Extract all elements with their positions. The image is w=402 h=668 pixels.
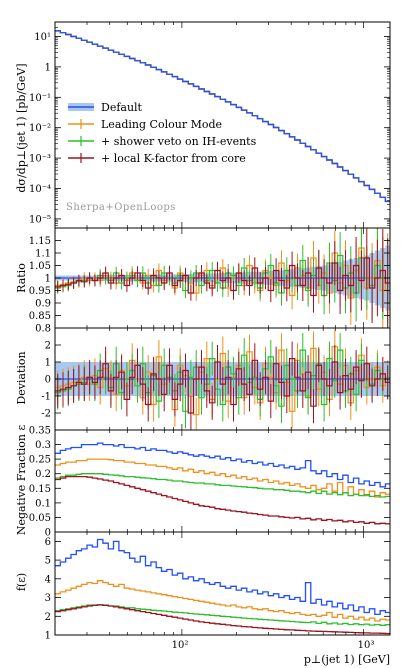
ytick-label-feps-0: 6 bbox=[45, 537, 51, 548]
ytick-label-feps-1: 5 bbox=[45, 556, 51, 567]
legend-label-default: Default bbox=[101, 101, 143, 114]
watermark: Sherpa+OpenLoops bbox=[66, 202, 176, 213]
panel-feps: 6 5 4 3 2 1 bbox=[45, 531, 391, 642]
ytick-label-feps-5: 1 bbox=[45, 631, 51, 642]
panels: 10¹110⁻¹10⁻²10⁻³10⁻⁴10⁻⁵1.151.11.0510.95… bbox=[29, 21, 391, 642]
legend: Default Leading Colour Mode + shower vet… bbox=[68, 101, 257, 165]
series-kfac-main bbox=[55, 30, 390, 203]
frame-negfrac bbox=[54, 429, 391, 533]
series-2-feps bbox=[55, 604, 390, 626]
ytick-label-deviation-3: -1 bbox=[41, 392, 51, 403]
ytick-label-negfrac-2: 0.25 bbox=[29, 455, 51, 466]
x-tick-label-1000: 10³ bbox=[358, 640, 375, 651]
ytick-label-deviation-2: 0 bbox=[45, 375, 51, 386]
legend-label-lc: Leading Colour Mode bbox=[101, 118, 222, 131]
ytick-label-negfrac-5: 0.1 bbox=[35, 498, 51, 509]
series-2-negfrac bbox=[55, 473, 390, 498]
ytick-label-deviation-4: -2 bbox=[41, 409, 51, 420]
ytick-label-ratio-0: 1.15 bbox=[29, 236, 51, 247]
deviation-ylabel: Deviation bbox=[15, 351, 28, 404]
series-2-deviation bbox=[55, 349, 390, 412]
series-0-feps bbox=[55, 538, 390, 616]
main-ylabel: dσ/dp⊥(jet 1) [pb/GeV] bbox=[15, 63, 28, 192]
ytick-label-main-5: 10⁻⁴ bbox=[29, 184, 51, 195]
ratio-ylabel: Ratio bbox=[15, 263, 28, 293]
ytick-label-negfrac-1: 0.3 bbox=[35, 440, 51, 451]
ytick-label-feps-4: 2 bbox=[45, 612, 51, 623]
x-tick-label-100: 10² bbox=[172, 640, 189, 651]
ytick-label-feps-2: 4 bbox=[45, 574, 51, 585]
plot-area-ratio bbox=[55, 228, 390, 328]
feps-ylabel: f(ε) bbox=[15, 573, 28, 591]
plot-area-negfrac bbox=[55, 442, 390, 525]
ytick-label-ratio-2: 1.05 bbox=[29, 261, 51, 272]
ytick-label-ratio-3: 1 bbox=[45, 274, 51, 285]
frame-feps bbox=[54, 531, 391, 636]
x-axis-label: p⊥(jet 1) [GeV] bbox=[304, 653, 390, 666]
panel-negfrac: 0.35 0.3 0.25 0.2 0.15 0.1 0.05 0 bbox=[29, 426, 391, 539]
ytick-label-main-4: 10⁻³ bbox=[29, 154, 51, 165]
ytick-label-main-3: 10⁻² bbox=[29, 123, 51, 134]
series-default-main bbox=[55, 30, 390, 202]
ytick-label-negfrac-0: 0.35 bbox=[29, 426, 51, 437]
series-3-ratio bbox=[55, 257, 390, 297]
series-3-negfrac bbox=[55, 475, 390, 525]
ytick-label-ratio-6: 0.85 bbox=[29, 311, 51, 322]
ytick-label-negfrac-3: 0.2 bbox=[35, 469, 51, 480]
series-veto-main bbox=[55, 30, 390, 202]
negfrac-ylabel: Negative Fraction ε bbox=[15, 425, 28, 536]
panel-deviation: 2 1 0 -1 -2 bbox=[41, 327, 391, 431]
ytick-label-ratio-1: 1.1 bbox=[35, 249, 51, 260]
series-1-negfrac bbox=[55, 458, 390, 498]
ytick-label-negfrac-7: 0 bbox=[45, 528, 51, 539]
ytick-label-negfrac-6: 0.05 bbox=[29, 513, 51, 524]
series-3-deviation bbox=[55, 358, 390, 414]
legend-label-veto: + shower veto on IH-events bbox=[101, 135, 257, 148]
series-1-feps bbox=[55, 580, 390, 622]
ytick-label-main-1: 1 bbox=[45, 62, 51, 73]
panel-ratio: 1.15 1.11.05 10.95 0.90.85 0.8 bbox=[29, 227, 391, 335]
ytick-label-ratio-4: 0.95 bbox=[29, 286, 51, 297]
ytick-label-deviation-1: 1 bbox=[45, 358, 51, 369]
ytick-label-main-0: 10¹ bbox=[34, 32, 51, 43]
series-3-feps bbox=[55, 604, 390, 635]
plot-area-main bbox=[55, 30, 390, 203]
plot-area-deviation bbox=[55, 329, 390, 430]
series-1-ratio bbox=[55, 247, 390, 299]
series-1-deviation bbox=[55, 346, 390, 416]
legend-label-kfac: + local K-factor from core bbox=[101, 152, 246, 165]
ytick-label-ratio-7: 0.8 bbox=[35, 324, 51, 335]
series-lc-main bbox=[55, 30, 390, 202]
plot-area-feps bbox=[55, 538, 390, 635]
ytick-label-feps-3: 3 bbox=[45, 593, 51, 604]
ytick-label-main-6: 10⁻⁵ bbox=[29, 214, 51, 225]
ytick-label-main-2: 10⁻¹ bbox=[29, 93, 51, 104]
series-0-negfrac bbox=[55, 442, 390, 488]
ytick-label-negfrac-4: 0.15 bbox=[29, 484, 51, 495]
ytick-label-deviation-0: 2 bbox=[45, 341, 51, 352]
ytick-label-ratio-5: 0.9 bbox=[35, 299, 51, 310]
